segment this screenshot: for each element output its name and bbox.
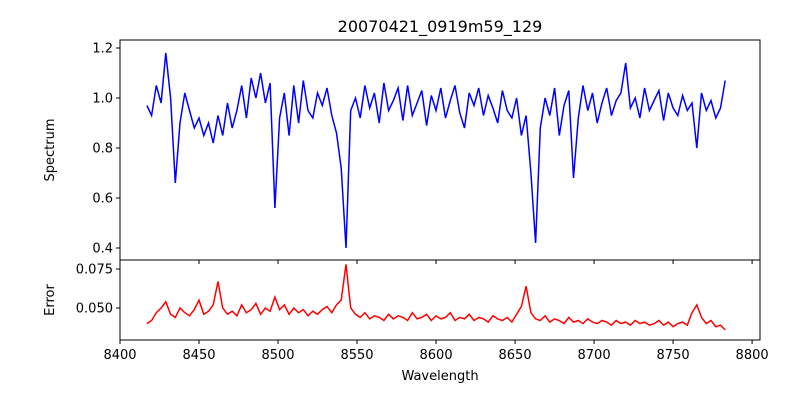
xtick-label: 8700 (578, 348, 611, 363)
xtick-label: 8800 (736, 348, 769, 363)
xtick-label: 8650 (499, 348, 532, 363)
spectrum-ytick-label: 0.8 (92, 142, 113, 157)
xtick-label: 8600 (420, 348, 453, 363)
chart-title: 20070421_0919m59_129 (338, 17, 543, 37)
error-ylabel: Error (43, 284, 58, 316)
spectrum-series-line (146, 52, 726, 249)
xtick-label: 8500 (261, 348, 294, 363)
spectrum-axes-frame (119, 39, 761, 261)
spectrum-ylabel: Spectrum (43, 119, 58, 182)
x-axis-label: Wavelength (401, 369, 478, 384)
error-ytick-label: 0.075 (76, 263, 113, 278)
xtick-label: 8450 (182, 348, 215, 363)
spectrum-ytick-label: 1.2 (92, 42, 113, 57)
xtick-label: 8400 (103, 348, 136, 363)
error-axes-frame (119, 259, 761, 341)
spectrum-ytick-label: 0.6 (92, 192, 113, 207)
xtick-label: 8550 (340, 348, 373, 363)
spectrum-ytick-label: 1.0 (92, 92, 113, 107)
spectrum-ytick-label: 0.4 (92, 242, 113, 257)
xtick-label: 8750 (657, 348, 690, 363)
error-ytick-label: 0.050 (76, 302, 113, 317)
error-series-line (146, 264, 726, 331)
